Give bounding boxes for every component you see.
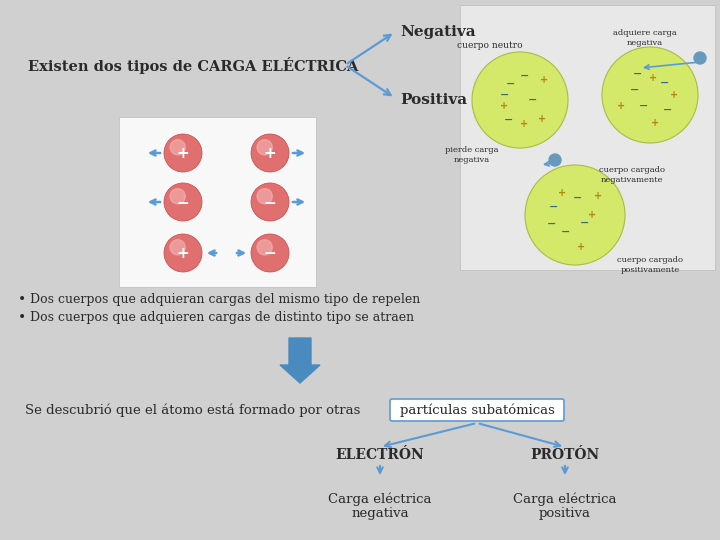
Text: PROTÓN: PROTÓN [531, 448, 600, 462]
Circle shape [257, 188, 272, 204]
Text: −: − [506, 79, 516, 89]
Text: Positiva: Positiva [400, 93, 467, 107]
Text: +: + [540, 75, 548, 85]
FancyBboxPatch shape [390, 399, 564, 421]
Circle shape [164, 234, 202, 272]
Text: Carga eléctrica
negativa: Carga eléctrica negativa [328, 492, 432, 521]
Text: −: − [549, 202, 558, 212]
Circle shape [170, 188, 185, 204]
Text: +: + [616, 100, 625, 111]
Text: −: − [176, 195, 189, 211]
Text: Dos cuerpos que adquieren cargas de distinto tipo se atraen: Dos cuerpos que adquieren cargas de dist… [30, 312, 414, 325]
Text: adquiere carga
negativa: adquiere carga negativa [613, 29, 677, 46]
Circle shape [602, 47, 698, 143]
Text: Existen dos tipos de CARGA ELÉCTRICA: Existen dos tipos de CARGA ELÉCTRICA [28, 57, 359, 73]
Text: +: + [500, 101, 508, 111]
Text: −: − [660, 78, 669, 88]
Text: −: − [580, 218, 590, 228]
FancyBboxPatch shape [460, 5, 715, 270]
Text: +: + [520, 119, 528, 129]
Text: −: − [633, 69, 642, 79]
Text: cuerpo cargado
positivamente: cuerpo cargado positivamente [617, 256, 683, 274]
Text: −: − [573, 193, 582, 203]
Circle shape [257, 140, 272, 155]
Text: −: − [662, 104, 672, 114]
Text: −: − [264, 195, 276, 211]
Text: +: + [577, 242, 585, 252]
Circle shape [164, 183, 202, 221]
Text: •: • [18, 293, 26, 307]
Text: partículas subatómicas: partículas subatómicas [400, 403, 554, 417]
Circle shape [549, 154, 561, 166]
Text: −: − [561, 227, 570, 237]
Text: −: − [546, 219, 556, 229]
Text: −: − [504, 114, 513, 124]
Text: Se descubrió que el átomo está formado por otras: Se descubrió que el átomo está formado p… [25, 403, 364, 417]
Circle shape [257, 240, 272, 255]
Text: ELECTRÓN: ELECTRÓN [336, 448, 424, 462]
Text: cuerpo cargado
negativamente: cuerpo cargado negativamente [599, 166, 665, 184]
Text: +: + [594, 191, 602, 201]
Text: Carga eléctrica
positiva: Carga eléctrica positiva [513, 492, 617, 521]
Text: Negativa: Negativa [400, 25, 476, 39]
Text: −: − [639, 100, 649, 111]
Circle shape [694, 52, 706, 64]
FancyArrow shape [280, 338, 320, 383]
Circle shape [251, 134, 289, 172]
Text: +: + [176, 146, 189, 161]
Text: −: − [500, 90, 509, 99]
FancyBboxPatch shape [119, 117, 316, 287]
Circle shape [251, 234, 289, 272]
Text: +: + [651, 118, 659, 129]
Circle shape [164, 134, 202, 172]
Text: cuerpo neutro: cuerpo neutro [457, 40, 523, 50]
Text: pierde carga
negativa: pierde carga negativa [445, 146, 499, 164]
Circle shape [170, 140, 185, 155]
Text: −: − [528, 95, 537, 105]
Circle shape [251, 183, 289, 221]
Text: +: + [670, 90, 678, 100]
Text: −: − [520, 71, 529, 81]
Text: Dos cuerpos que adquieran cargas del mismo tipo de repelen: Dos cuerpos que adquieran cargas del mis… [30, 294, 420, 307]
Text: −: − [630, 84, 639, 94]
Text: +: + [649, 73, 657, 84]
Text: •: • [18, 311, 26, 325]
Text: +: + [538, 113, 546, 124]
Text: +: + [588, 210, 597, 220]
Text: +: + [264, 146, 276, 161]
Circle shape [472, 52, 568, 148]
Text: +: + [176, 246, 189, 261]
Text: −: − [264, 246, 276, 261]
Text: +: + [559, 188, 567, 198]
Circle shape [170, 240, 185, 255]
Circle shape [525, 165, 625, 265]
